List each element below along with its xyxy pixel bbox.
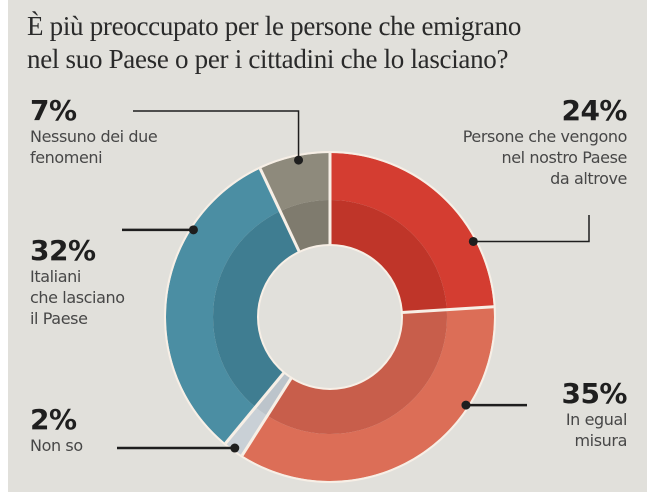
callout-venuti-desc-3: da altrove xyxy=(550,169,627,188)
slice-egual-inner xyxy=(267,309,448,435)
callout-egual-desc-2: misura xyxy=(574,431,628,450)
leader-dot-venuti xyxy=(468,236,478,246)
slice-venuti-outer xyxy=(330,153,494,310)
callout-nonso: 2% Non so xyxy=(30,405,83,456)
leader-dot-italiani xyxy=(188,225,198,235)
outer-rim xyxy=(164,151,496,483)
callout-italiani-desc-1: Italiani xyxy=(30,267,81,286)
callout-nonso-value: 2% xyxy=(30,403,77,436)
title-line-1: È più preoccupato per le persone che emi… xyxy=(27,11,522,41)
slice-nonso-inner xyxy=(255,372,292,416)
callout-venuti: 24% Persone che vengono nel nostro Paese… xyxy=(367,94,628,189)
chart-title: È più preoccupato per le persone che emi… xyxy=(27,10,627,76)
callout-egual: 35% In egual misura xyxy=(507,379,627,451)
callout-egual-value: 35% xyxy=(561,377,627,410)
leader-dot-nessuno xyxy=(294,155,304,165)
slice-italiani-outer xyxy=(165,168,281,444)
leader-dot-nonso xyxy=(230,443,240,453)
callout-italiani-desc-2: che lasciano xyxy=(30,288,125,307)
slice-nonso-outer xyxy=(225,407,268,456)
callout-nessuno-desc-2: fenomeni xyxy=(30,148,103,167)
callout-nessuno-value: 7% xyxy=(30,94,77,127)
inner-rim xyxy=(257,244,403,390)
slice-separator xyxy=(401,305,494,314)
callout-venuti-desc-2: nel nostro Paese xyxy=(501,148,627,167)
callout-italiani-value: 32% xyxy=(30,234,96,267)
slice-separator xyxy=(258,167,301,253)
leader-line-venuti xyxy=(473,215,590,243)
callout-italiani: 32% Italiani che lasciano il Paese xyxy=(30,236,125,329)
slice-nessuno-outer xyxy=(260,153,330,212)
slice-egual-outer xyxy=(242,306,494,481)
slice-italiani-inner xyxy=(212,211,300,408)
slice-venuti-inner xyxy=(330,200,447,313)
leader-line-nessuno xyxy=(133,110,300,161)
leader-dot-egual xyxy=(461,400,471,410)
callout-venuti-desc-1: Persone che vengono xyxy=(462,127,628,146)
title-line-2: nel suo Paese o per i cittadini che lo l… xyxy=(27,44,509,74)
callout-venuti-value: 24% xyxy=(561,94,627,127)
slice-nessuno-inner xyxy=(280,200,330,252)
callout-egual-desc-1: In egual xyxy=(565,410,628,429)
slice-separator xyxy=(224,371,286,445)
callout-nessuno: 7% Nessuno dei due fenomeni xyxy=(30,94,158,168)
callout-nessuno-desc-1: Nessuno dei due xyxy=(30,127,158,146)
slice-separator xyxy=(240,376,293,457)
callout-nonso-desc-1: Non so xyxy=(30,436,83,455)
callout-italiani-desc-3: il Paese xyxy=(30,309,88,328)
